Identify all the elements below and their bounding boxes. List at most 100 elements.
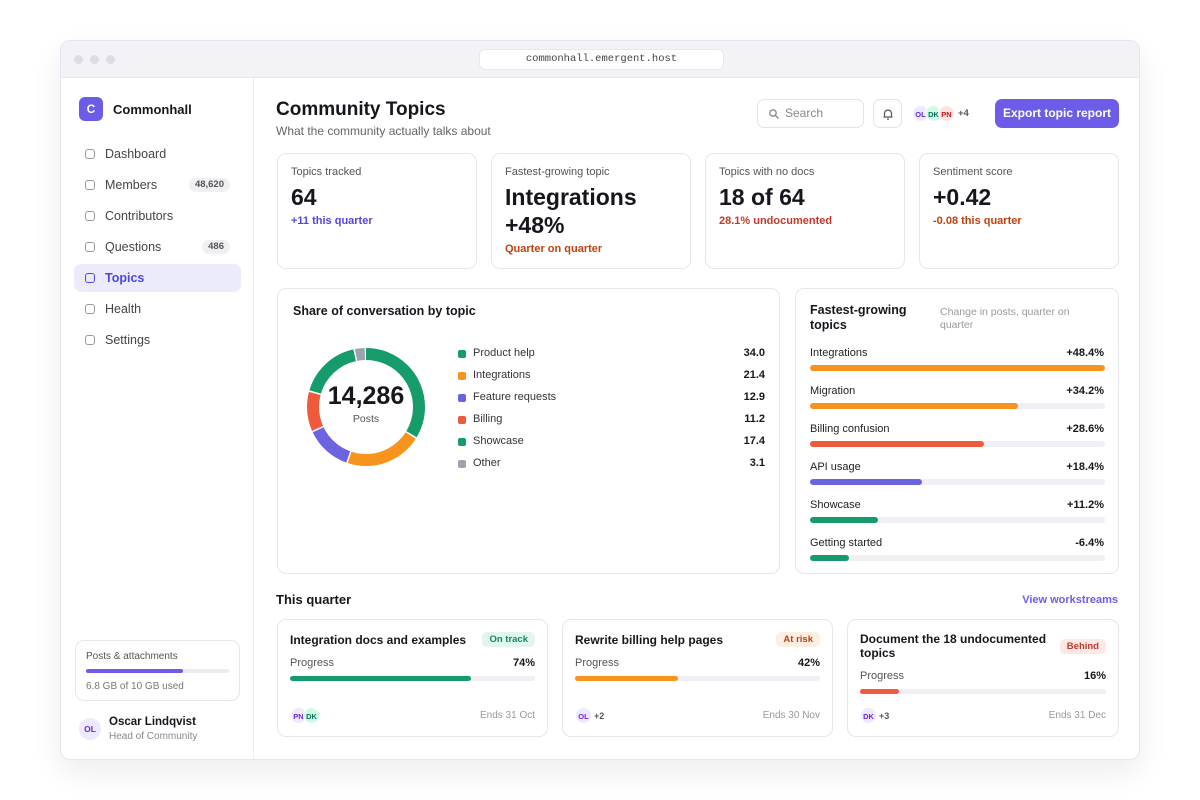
nav-item[interactable]: Settings [74,326,241,354]
bell-button[interactable] [873,99,902,128]
kpi-value: +0.42 [933,184,992,210]
bar-label: Billing confusion [810,423,890,435]
brand-name: Commonhall [113,102,192,117]
card-title: Integration docs and examples [290,632,467,647]
search-icon [769,109,779,119]
panel-title: Fastest-growing topics [810,303,907,332]
legend-swatch [458,350,466,358]
progress-bar [575,676,678,681]
nav-icon [85,304,95,314]
nav-label: Contributors [105,209,174,223]
kpi-value: Integrations +48% [505,184,637,238]
legend-swatch [458,372,466,380]
bar [810,555,849,561]
storage-card: Posts & attachments 6.8 GB of 10 GB used [75,640,240,701]
card-avatars: OL +2 [575,707,604,724]
storage-track [86,669,229,673]
growth-panel: Fastest-growing topics Change in posts, … [795,288,1119,574]
card-avatars: PN DK [290,707,320,724]
workstreams-link[interactable]: View workstreams [1022,594,1118,606]
donut-total: 14,286 [327,382,405,410]
bar-value: +28.6% [1066,423,1104,435]
status-pill: At risk [776,632,820,647]
user-role: Head of Community [109,731,198,742]
nav-item[interactable]: Contributors [74,202,241,230]
avatar: DK [303,707,320,724]
legend-swatch [458,438,466,446]
kpi-card: Fastest-growing topic Integrations +48% Qu… [491,153,691,269]
bar-label: Getting started [810,537,883,549]
progress-track [860,689,1106,694]
bar-label: Integrations [810,347,868,359]
nav-item[interactable]: Health [74,295,241,323]
bar-track [810,555,1105,561]
window-dot [90,55,99,64]
legend-value: 21.4 [743,369,765,381]
card-title: Rewrite billing help pages [575,632,724,647]
nav-icon [85,335,95,345]
nav-item[interactable]: Dashboard [74,140,241,168]
nav-label: Questions [105,240,162,254]
bar [810,517,879,523]
kpi-delta: +11 this quarter [291,215,373,227]
nav-item[interactable]: Members 48,620 [74,171,241,199]
end-date: Ends 31 Oct [479,710,535,721]
nav-label: Dashboard [105,147,167,161]
legend-value: 11.2 [744,413,765,425]
avatar: DK [860,707,877,724]
nav-label: Health [105,302,142,316]
browser-window: commonhall.emergent.host C Commonhall Po… [60,40,1140,760]
nav-item[interactable]: Questions 486 [74,233,241,261]
progress-bar [290,676,472,681]
status-pill: Behind [1059,638,1106,654]
card-head: Integration docs and examples On track [290,632,535,647]
window-dot [106,55,115,64]
bar-label: Migration [810,385,856,397]
panel-subtitle: Change in posts, quarter on quarter [940,306,1070,331]
kpi-label: Topics with no docs [719,166,815,178]
title-bar: commonhall.emergent.host [61,41,1139,78]
card-foot: OL +2 Ends 30 Nov [575,707,820,724]
kpi-card: Sentiment score +0.42 -0.08 this quarter [919,153,1119,269]
bar [810,441,985,447]
legend-swatch [458,416,466,424]
bar-value: -6.4% [1075,537,1104,549]
url-bar[interactable]: commonhall.emergent.host [479,49,724,70]
search-placeholder: Search [785,106,824,120]
legend-value: 34.0 [743,347,765,359]
kpi-card: Topics tracked 64 +11 this quarter [277,153,477,269]
bar [810,365,1105,371]
export-button[interactable]: Export topic report [995,99,1119,128]
donut-segment [307,348,425,466]
panel-title: Share of conversation by topic [293,304,476,318]
nav-label: Members [105,178,158,192]
bar-label: Showcase [810,499,861,511]
legend-swatch [458,394,466,402]
bar-value: +18.4% [1066,461,1104,473]
nav-icon [85,149,95,159]
nav-icon [85,211,95,221]
workstream-card: Rewrite billing help pages At risk Progres… [562,619,833,737]
bar [810,479,923,485]
kpi-value: 64 [291,184,317,210]
share-panel: Share of conversation by topic 14,286 Po… [277,288,780,574]
kpi-label: Sentiment score [933,166,1013,178]
workstream-card: Integration docs and examples On track Pro… [277,619,548,737]
kpi-delta: -0.08 this quarter [933,215,1022,227]
kpi-delta: 28.1% undocumented [719,215,833,227]
progress-value: 74% [512,657,535,669]
bar [810,403,1019,409]
progress-track [575,676,820,681]
nav-item[interactable]: Topics [74,264,241,292]
nav-badge: 48,620 [188,178,230,192]
card-avatars: DK +3 [860,707,889,724]
card-title: Document the 18 undocumented topics [860,632,1047,660]
nav-label: Settings [105,333,151,347]
legend-label: Product help [473,347,535,359]
sidebar: C Commonhall Posts & attachments 6.8 GB … [61,78,254,759]
legend-label: Feature requests [473,391,557,403]
search-box[interactable]: Search [757,99,864,128]
user-name: Oscar Lindqvist [109,716,196,728]
section-title: This quarter [276,592,352,607]
progress-row: Progress 42% [575,657,820,669]
